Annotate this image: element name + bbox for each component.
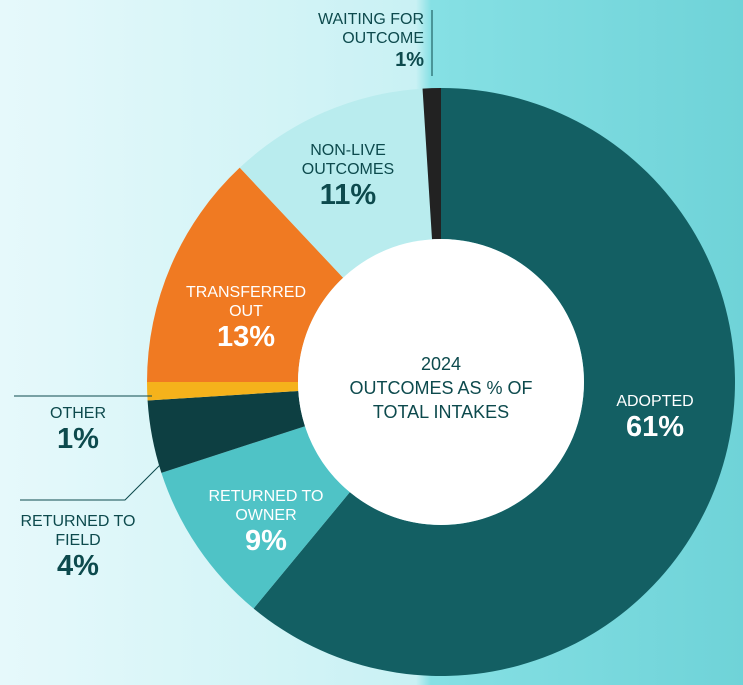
slice: [422, 88, 441, 240]
value-label: 13%: [216, 321, 276, 353]
donut-hole: [298, 239, 584, 525]
value-label: 9%: [245, 525, 287, 557]
category-label: ADOPTED: [616, 393, 694, 410]
slice-label: NON-LIVE OUTCOMES 11%: [268, 141, 428, 211]
value-label: 61%: [625, 411, 685, 443]
leader-line: [20, 464, 161, 501]
slice: [253, 88, 736, 677]
slice-label: WAITING FOR OUTCOME 1%: [290, 10, 424, 72]
category-label: RETURNED TO FIELD: [20, 513, 136, 549]
category-label: RETURNED TO OWNER: [208, 488, 324, 524]
slice: [147, 167, 344, 382]
slice: [147, 382, 299, 401]
slice-label: RETURNED TO FIELD 4%: [18, 512, 138, 582]
slice: [239, 88, 433, 278]
slice: [161, 426, 350, 609]
center-label: 2024 OUTCOMES AS % OF TOTAL INTAKES: [326, 352, 556, 424]
slice-label: ADOPTED 61%: [585, 392, 725, 443]
value-label: 11%: [319, 179, 377, 211]
category-label: WAITING FOR OUTCOME: [317, 11, 424, 47]
value-label: 4%: [57, 550, 99, 582]
category-label: OTHER: [50, 405, 106, 422]
chart-subtitle: OUTCOMES AS % OF TOTAL INTAKES: [349, 378, 533, 422]
value-label: 1%: [57, 423, 99, 455]
category-label: NON-LIVE OUTCOMES: [301, 142, 395, 178]
category-label: TRANSFERRED OUT: [185, 284, 306, 320]
slice: [147, 390, 305, 473]
slice-label: TRANSFERRED OUT 13%: [168, 283, 324, 353]
chart-title: 2024: [420, 354, 462, 374]
value-label: 1%: [395, 49, 424, 71]
slice-label: OTHER 1%: [28, 404, 128, 455]
slice-label: RETURNED TO OWNER 9%: [180, 487, 352, 557]
